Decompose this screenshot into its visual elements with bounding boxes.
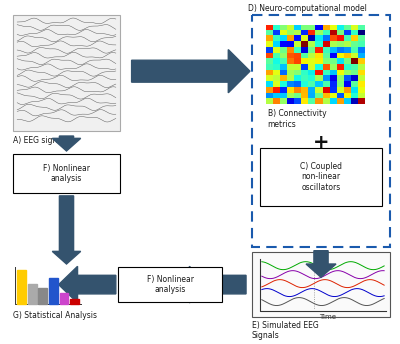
Polygon shape: [171, 266, 246, 303]
Bar: [28, 284, 36, 304]
Text: D) Neuro-computational model: D) Neuro-computational model: [248, 4, 367, 13]
Text: E) Simulated EEG
Signals: E) Simulated EEG Signals: [252, 321, 319, 340]
Polygon shape: [132, 50, 250, 93]
FancyBboxPatch shape: [13, 154, 120, 193]
Bar: [49, 278, 58, 304]
Text: +: +: [313, 133, 329, 152]
Bar: [70, 299, 79, 304]
Bar: [60, 293, 68, 304]
FancyBboxPatch shape: [252, 252, 390, 317]
Bar: [38, 288, 47, 304]
Polygon shape: [52, 196, 81, 264]
Text: C) Coupled
non-linear
oscillators: C) Coupled non-linear oscillators: [300, 162, 342, 192]
Text: G) Statistical Analysis: G) Statistical Analysis: [13, 311, 97, 320]
Bar: [17, 270, 26, 304]
FancyBboxPatch shape: [260, 148, 382, 206]
Text: F) Nonlinear
analysis: F) Nonlinear analysis: [43, 164, 90, 183]
FancyBboxPatch shape: [13, 15, 120, 131]
Text: Time: Time: [320, 314, 336, 320]
Text: F) Nonlinear
analysis: F) Nonlinear analysis: [146, 275, 194, 294]
Text: A) EEG signals: A) EEG signals: [13, 136, 69, 145]
FancyBboxPatch shape: [118, 267, 222, 302]
Polygon shape: [59, 266, 116, 303]
Polygon shape: [306, 251, 336, 277]
Text: B) Connectivity
metrics: B) Connectivity metrics: [268, 109, 326, 129]
Polygon shape: [52, 136, 81, 151]
